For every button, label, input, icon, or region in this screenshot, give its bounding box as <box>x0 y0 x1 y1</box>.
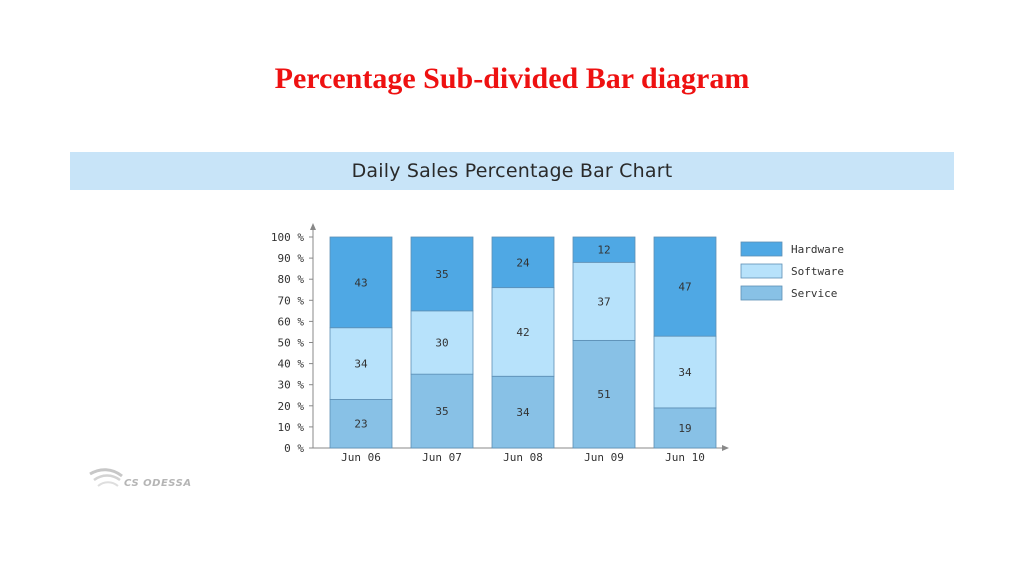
data-label: 19 <box>678 422 691 435</box>
company-logo: CS ODESSA <box>88 466 218 496</box>
x-tick-label: Jun 10 <box>665 451 705 464</box>
logo-mark-icon <box>89 468 123 487</box>
y-tick-label: 60 % <box>278 315 305 328</box>
bar-segment-software <box>572 261 636 341</box>
legend-label-hardware: Hardware <box>791 243 844 256</box>
chart-title: Daily Sales Percentage Bar Chart <box>351 160 673 182</box>
bar-segment-software <box>491 287 555 377</box>
y-tick-label: 0 % <box>284 442 304 455</box>
y-tick-label: 90 % <box>278 252 305 265</box>
x-tick-label: Jun 07 <box>422 451 462 464</box>
bar-segment-hardware <box>410 236 474 312</box>
x-tick-label: Jun 09 <box>584 451 624 464</box>
bar-segment-service <box>491 375 555 449</box>
y-tick-label: 50 % <box>278 337 305 350</box>
y-axis-arrow-icon <box>310 223 316 230</box>
y-tick-label: 100 % <box>271 231 304 244</box>
data-label: 30 <box>435 337 448 350</box>
logo-text: CS ODESSA <box>124 478 192 489</box>
bar-segment-service <box>572 339 636 449</box>
bar-segment-service <box>410 373 474 449</box>
x-axis-arrow-icon <box>722 445 729 451</box>
data-label: 37 <box>597 295 610 308</box>
y-tick-label: 70 % <box>278 294 305 307</box>
bar-segment-hardware <box>491 236 555 289</box>
legend-label-software: Software <box>791 265 844 278</box>
bar-segment-hardware <box>572 236 636 263</box>
y-tick-label: 40 % <box>278 358 305 371</box>
bar-segment-hardware <box>653 236 717 337</box>
data-label: 12 <box>597 244 610 257</box>
data-label: 35 <box>435 405 448 418</box>
y-tick-label: 10 % <box>278 421 305 434</box>
bar-segment-software <box>653 335 717 409</box>
data-label: 42 <box>516 326 529 339</box>
x-tick-label: Jun 06 <box>341 451 381 464</box>
legend-label-service: Service <box>791 287 837 300</box>
bar-segment-software <box>410 310 474 375</box>
data-label: 43 <box>354 276 367 289</box>
data-label: 23 <box>354 418 367 431</box>
y-tick-label: 30 % <box>278 379 305 392</box>
slide-title: Percentage Sub-divided Bar diagram <box>274 62 750 95</box>
legend-swatch-software <box>740 263 783 279</box>
chart-title-banner: Daily Sales Percentage Bar Chart <box>70 152 954 190</box>
data-label: 34 <box>516 406 530 419</box>
legend-swatch-hardware <box>740 241 783 257</box>
y-tick-label: 80 % <box>278 273 305 286</box>
legend-swatch-service <box>740 285 783 301</box>
data-label: 34 <box>678 366 692 379</box>
data-label: 24 <box>516 256 530 269</box>
x-tick-label: Jun 08 <box>503 451 543 464</box>
data-label: 51 <box>597 388 610 401</box>
data-label: 47 <box>678 281 691 294</box>
data-label: 34 <box>354 358 368 371</box>
bar-segment-software <box>329 327 393 400</box>
data-label: 35 <box>435 268 448 281</box>
bar-segment-hardware <box>329 236 393 329</box>
y-tick-label: 20 % <box>278 400 305 413</box>
